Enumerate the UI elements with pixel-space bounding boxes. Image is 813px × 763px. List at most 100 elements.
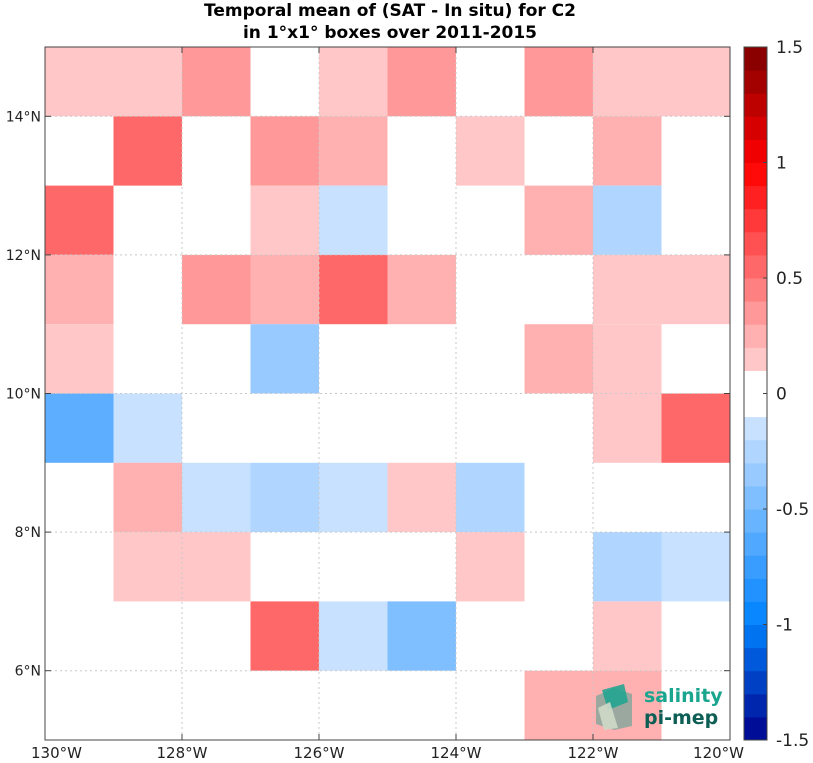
heatmap-cell xyxy=(593,47,662,117)
heatmap-cell xyxy=(593,393,662,463)
heatmap-cell xyxy=(387,254,456,325)
x-tick-label: 124°W xyxy=(431,744,482,762)
heatmap-cell xyxy=(319,462,388,533)
heatmap-cell xyxy=(319,47,388,117)
heatmap-cell xyxy=(387,601,456,671)
colorbar-segment xyxy=(744,139,767,163)
heatmap-cell xyxy=(387,462,456,533)
grid-lines xyxy=(45,47,730,740)
heatmap-cell xyxy=(45,393,114,463)
colorbar-segment xyxy=(744,47,767,71)
colorbar-tick-label: -0.5 xyxy=(776,500,809,520)
heatmap-cell xyxy=(182,254,251,325)
colorbar-segment xyxy=(744,485,767,510)
y-axis: 6°N 8°N 10°N 12°N 14°N xyxy=(6,109,730,680)
colorbar-segment xyxy=(744,509,767,533)
heatmap-cell xyxy=(524,47,593,117)
colorbar-segment xyxy=(744,301,767,325)
heatmap-cell xyxy=(250,116,319,186)
colorbar-segment xyxy=(744,439,767,464)
colorbar-segment xyxy=(744,324,767,348)
heatmap-cell xyxy=(319,185,388,255)
colorbar-tick-label: -1.5 xyxy=(776,731,809,751)
colorbar-segment xyxy=(744,555,767,579)
heatmap-cell xyxy=(593,116,662,186)
colorbar-segment xyxy=(744,670,767,695)
colorbar-segment xyxy=(744,462,767,487)
colorbar-segment xyxy=(744,647,767,672)
colorbar-segment xyxy=(744,578,767,602)
heatmap-cell xyxy=(113,116,182,186)
colorbar-tick-label: 0.5 xyxy=(776,269,803,289)
colorbar-segment xyxy=(744,162,767,187)
logo-line1: salinity xyxy=(644,685,723,707)
heatmap-cell xyxy=(661,393,730,463)
heatmap-cell xyxy=(182,47,251,117)
heatmap-cell xyxy=(387,47,456,117)
x-tick-label: 120°W xyxy=(693,744,744,762)
heatmap-cell xyxy=(250,462,319,533)
heatmap-cell xyxy=(45,324,114,394)
colorbar-segment xyxy=(744,254,767,279)
colorbar-segment xyxy=(744,370,767,394)
heatmap-cell xyxy=(319,116,388,186)
heatmap-cell xyxy=(593,532,662,602)
chart-title-line2: in 1°x1° boxes over 2011-2015 xyxy=(242,23,538,43)
chart-title-line1: Temporal mean of (SAT - In situ) for C2 xyxy=(204,1,576,21)
chart-title: Temporal mean of (SAT - In situ) for C2 … xyxy=(0,0,780,44)
colorbar-segment xyxy=(744,601,767,625)
y-tick-label: 8°N xyxy=(15,525,41,541)
heatmap-cell xyxy=(113,532,182,602)
colorbar-segment xyxy=(744,185,767,210)
colorbar-segment xyxy=(744,532,767,556)
colorbar-segment xyxy=(744,231,767,256)
heatmap-cell xyxy=(661,254,730,325)
y-tick-label: 6°N xyxy=(15,664,41,680)
x-tick-label: 128°W xyxy=(157,744,208,762)
heatmap-cell xyxy=(593,601,662,671)
colorbar-segment xyxy=(744,716,767,741)
heatmap-cell xyxy=(593,254,662,325)
heatmap-cell xyxy=(250,324,319,394)
x-tick-label: 122°W xyxy=(568,744,619,762)
heatmap-cell xyxy=(45,185,114,255)
colorbar-segment xyxy=(744,70,767,94)
heatmap-cell xyxy=(456,462,525,533)
heatmap-cell xyxy=(45,47,114,117)
salinity-pimep-logo: salinity pi-mep xyxy=(596,684,723,730)
colorbar-segment xyxy=(744,93,767,117)
heatmap-cell xyxy=(182,462,251,533)
colorbar-segment xyxy=(744,624,767,649)
heatmap-cell xyxy=(524,324,593,394)
colorbar-segment xyxy=(744,693,767,718)
colorbar-tick-label: -1 xyxy=(776,616,793,636)
y-tick-label: 12°N xyxy=(6,248,41,264)
heatmap-cell xyxy=(456,532,525,602)
x-tick-label: 126°W xyxy=(294,744,345,762)
heatmap-cell xyxy=(593,324,662,394)
x-tick-label: 130°W xyxy=(31,744,82,762)
colorbar-tick-label: 1.5 xyxy=(776,38,803,58)
colorbar-segment xyxy=(744,208,767,233)
heatmap-cell xyxy=(113,393,182,463)
heatmap-cell xyxy=(45,254,114,325)
colorbar: 1.5 1 0.5 0 -0.5 -1 -1.5 xyxy=(743,38,809,751)
heatmap-cell xyxy=(524,670,593,740)
y-tick-label: 14°N xyxy=(6,109,41,125)
heatmap-cell xyxy=(661,47,730,117)
colorbar-segment xyxy=(744,393,767,418)
logo-line2: pi-mep xyxy=(644,707,718,729)
heatmap-cell xyxy=(182,532,251,602)
heatmap-cell xyxy=(113,462,182,533)
heatmap-cell xyxy=(319,601,388,671)
heatmap-cell xyxy=(250,185,319,255)
colorbar-segment xyxy=(744,278,767,302)
colorbar-segment xyxy=(744,416,767,441)
heatmap-cell xyxy=(593,185,662,255)
heatmap-cell xyxy=(661,532,730,602)
heatmap-cell xyxy=(250,601,319,671)
colorbar-tick-label: 0 xyxy=(776,385,787,405)
heatmap-cell xyxy=(113,47,182,117)
x-axis: 130°W 128°W 126°W 124°W 122°W 120°W xyxy=(31,47,744,762)
